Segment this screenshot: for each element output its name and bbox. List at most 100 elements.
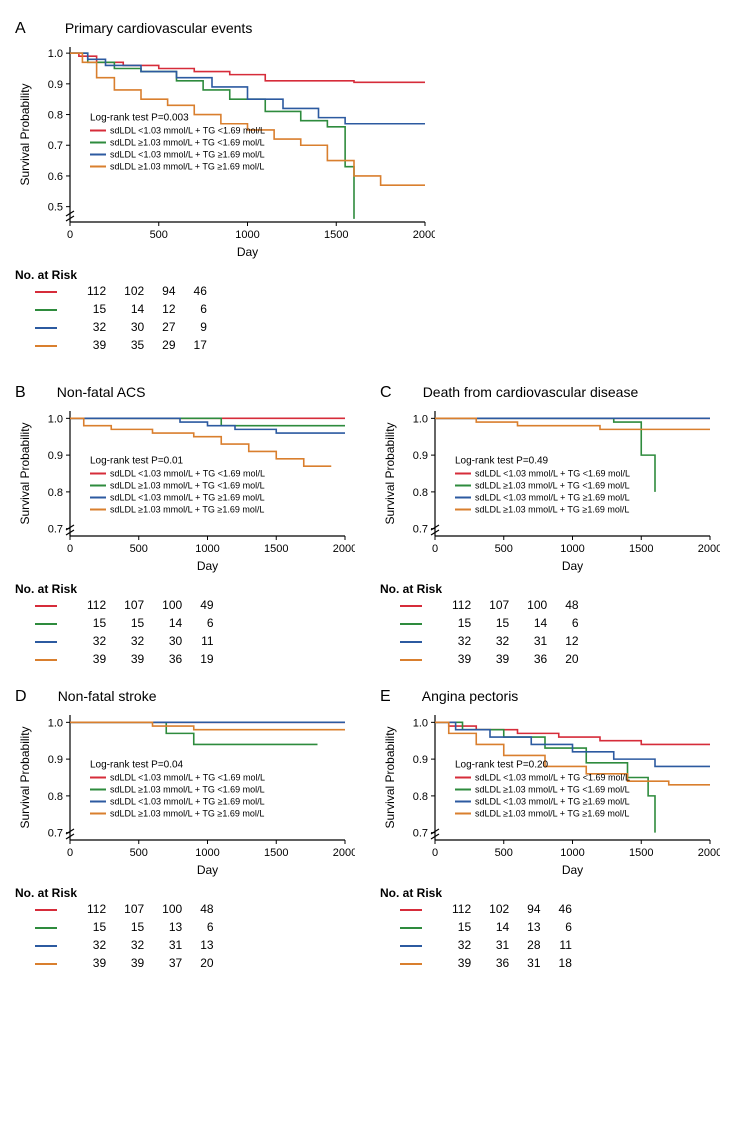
svg-text:sdLDL <1.03 mmol/L + TG ≥1.69: sdLDL <1.03 mmol/L + TG ≥1.69 mol/L [110,493,265,503]
chart-B: 0.70.80.91.00500100015002000DaySurvival … [15,406,370,576]
svg-text:sdLDL ≥1.03 mmol/L + TG <1.69: sdLDL ≥1.03 mmol/L + TG <1.69 mol/L [110,481,265,491]
svg-text:0: 0 [432,847,438,859]
svg-text:1500: 1500 [629,847,653,859]
svg-text:0: 0 [432,543,438,555]
svg-text:1000: 1000 [195,543,219,555]
svg-text:1000: 1000 [195,847,219,859]
svg-text:sdLDL <1.03 mmol/L + TG ≥1.69: sdLDL <1.03 mmol/L + TG ≥1.69 mol/L [110,797,265,807]
svg-text:Survival Probability: Survival Probability [383,422,397,524]
svg-text:500: 500 [150,229,168,241]
risk-header-D: No. at Risk [15,886,370,900]
svg-text:Log-rank test P=0.01: Log-rank test P=0.01 [90,456,184,467]
svg-text:Log-rank test P=0.003: Log-rank test P=0.003 [90,113,189,124]
risk-table-C: 1121071004815151463232311239393620 [380,596,735,668]
svg-text:Day: Day [562,863,583,877]
svg-text:0.7: 0.7 [48,140,63,152]
svg-text:Log-rank test P=0.49: Log-rank test P=0.49 [455,456,549,467]
svg-text:Day: Day [197,863,218,877]
panel-D: D Non-fatal stroke 0.70.80.91.0050010001… [15,688,370,972]
risk-table-E: 112102944615141363231281139363118 [380,900,735,972]
svg-text:0.9: 0.9 [413,450,428,462]
svg-text:Survival Probability: Survival Probability [383,726,397,828]
svg-text:0.6: 0.6 [48,171,63,183]
svg-text:sdLDL ≥1.03 mmol/L + TG ≥1.69: sdLDL ≥1.03 mmol/L + TG ≥1.69 mol/L [110,162,264,172]
svg-text:0: 0 [67,847,73,859]
svg-text:1000: 1000 [235,229,259,241]
svg-text:0.7: 0.7 [48,524,63,536]
svg-text:2000: 2000 [333,543,355,555]
svg-text:sdLDL ≥1.03 mmol/L + TG <1.69: sdLDL ≥1.03 mmol/L + TG <1.69 mol/L [110,138,265,148]
svg-text:sdLDL ≥1.03 mmol/L + TG ≥1.69: sdLDL ≥1.03 mmol/L + TG ≥1.69 mol/L [110,809,264,819]
chart-E: 0.70.80.91.00500100015002000DaySurvival … [380,710,735,880]
svg-text:0.5: 0.5 [48,202,63,214]
svg-text:Survival Probability: Survival Probability [18,726,32,828]
svg-text:0.9: 0.9 [48,754,63,766]
svg-text:1.0: 1.0 [413,717,428,729]
risk-header-B: No. at Risk [15,582,370,596]
svg-text:1000: 1000 [560,847,584,859]
risk-header-A: No. at Risk [15,268,735,282]
panel-A-title: Primary cardiovascular events [65,20,253,36]
svg-text:1.0: 1.0 [48,717,63,729]
svg-text:sdLDL <1.03 mmol/L + TG <1.69: sdLDL <1.03 mmol/L + TG <1.69 mol/L [110,469,265,479]
svg-text:sdLDL <1.03 mmol/L + TG ≥1.69: sdLDL <1.03 mmol/L + TG ≥1.69 mol/L [475,797,630,807]
svg-text:0.9: 0.9 [413,754,428,766]
svg-text:2000: 2000 [698,543,720,555]
svg-text:sdLDL ≥1.03 mmol/L + TG ≥1.69: sdLDL ≥1.03 mmol/L + TG ≥1.69 mol/L [110,505,264,515]
svg-text:2000: 2000 [413,229,435,241]
svg-text:0.9: 0.9 [48,79,63,91]
svg-text:1500: 1500 [264,543,288,555]
panel-A-label: A [15,20,25,37]
panel-E-title: Angina pectoris [422,688,519,704]
svg-text:500: 500 [130,543,148,555]
chart-C: 0.7 0.8 0.9 1.0 0 500 1000 1500 2000 Day Survival … [380,406,735,576]
svg-text:sdLDL ≥1.03 mmol/L + TG <1.69: sdLDL ≥1.03 mmol/L + TG <1.69 mol/L [110,785,265,795]
svg-text:sdLDL <1.03 mmol/L + TG <1.69: sdLDL <1.03 mmol/L + TG <1.69 mol/L [110,773,265,783]
svg-text:Day: Day [562,559,583,573]
svg-text:0.7: 0.7 [413,524,428,536]
risk-header-E: No. at Risk [380,886,735,900]
panel-E: E Angina pectoris 0.70.80.91.00500100015… [380,688,735,972]
panel-A: A Primary cardiovascular events 0.5 0.6 0.… [15,20,735,354]
svg-text:0.8: 0.8 [48,487,63,499]
svg-text:0.9: 0.9 [48,450,63,462]
svg-text:0.7: 0.7 [413,828,428,840]
panel-C: C Death from cardiovascular disease 0.70… [380,384,735,668]
svg-text:Survival Probability: Survival Probability [18,422,32,524]
svg-text:0.8: 0.8 [413,791,428,803]
svg-text:Survival Probability: Survival Probability [18,83,32,185]
svg-text:1500: 1500 [264,847,288,859]
svg-text:2000: 2000 [333,847,355,859]
svg-text:sdLDL <1.03 mmol/L + TG <1.69: sdLDL <1.03 mmol/L + TG <1.69 mol/L [475,773,630,783]
svg-text:Log-rank test P=0.04: Log-rank test P=0.04 [90,760,184,771]
svg-text:1500: 1500 [324,229,348,241]
svg-text:sdLDL <1.03 mmol/L + TG <1.69: sdLDL <1.03 mmol/L + TG <1.69 mol/L [475,469,630,479]
panel-B-label: B [15,384,26,401]
panel-E-label: E [380,688,391,705]
risk-table-B: 1121071004915151463232301139393619 [15,596,370,668]
svg-text:500: 500 [495,543,513,555]
svg-text:1.0: 1.0 [48,48,63,60]
svg-text:sdLDL ≥1.03 mmol/L + TG <1.69: sdLDL ≥1.03 mmol/L + TG <1.69 mol/L [475,785,630,795]
panel-C-label: C [380,384,392,401]
svg-text:0.7: 0.7 [48,828,63,840]
svg-text:sdLDL ≥1.03 mmol/L + TG ≥1.69: sdLDL ≥1.03 mmol/L + TG ≥1.69 mol/L [475,505,629,515]
svg-text:500: 500 [130,847,148,859]
svg-text:1500: 1500 [629,543,653,555]
svg-text:sdLDL <1.03 mmol/L + TG ≥1.69: sdLDL <1.03 mmol/L + TG ≥1.69 mol/L [475,493,630,503]
svg-text:sdLDL <1.03 mmol/L + TG ≥1.69: sdLDL <1.03 mmol/L + TG ≥1.69 mol/L [110,150,265,160]
svg-text:sdLDL <1.03 mmol/L + TG <1.69: sdLDL <1.03 mmol/L + TG <1.69 mol/L [110,126,265,136]
svg-text:0.8: 0.8 [48,110,63,122]
svg-text:0: 0 [67,229,73,241]
svg-text:0.8: 0.8 [413,487,428,499]
svg-text:1.0: 1.0 [48,413,63,425]
svg-text:1.0: 1.0 [413,413,428,425]
risk-header-C: No. at Risk [380,582,735,596]
svg-text:1000: 1000 [560,543,584,555]
svg-text:sdLDL ≥1.03 mmol/L + TG ≥1.69: sdLDL ≥1.03 mmol/L + TG ≥1.69 mol/L [475,809,629,819]
panel-D-title: Non-fatal stroke [58,688,157,704]
svg-text:0: 0 [67,543,73,555]
svg-text:2000: 2000 [698,847,720,859]
svg-text:Log-rank test P=0.20: Log-rank test P=0.20 [455,760,549,771]
chart-A: 0.50.60.70.80.91.00500100015002000DaySur… [15,42,735,262]
